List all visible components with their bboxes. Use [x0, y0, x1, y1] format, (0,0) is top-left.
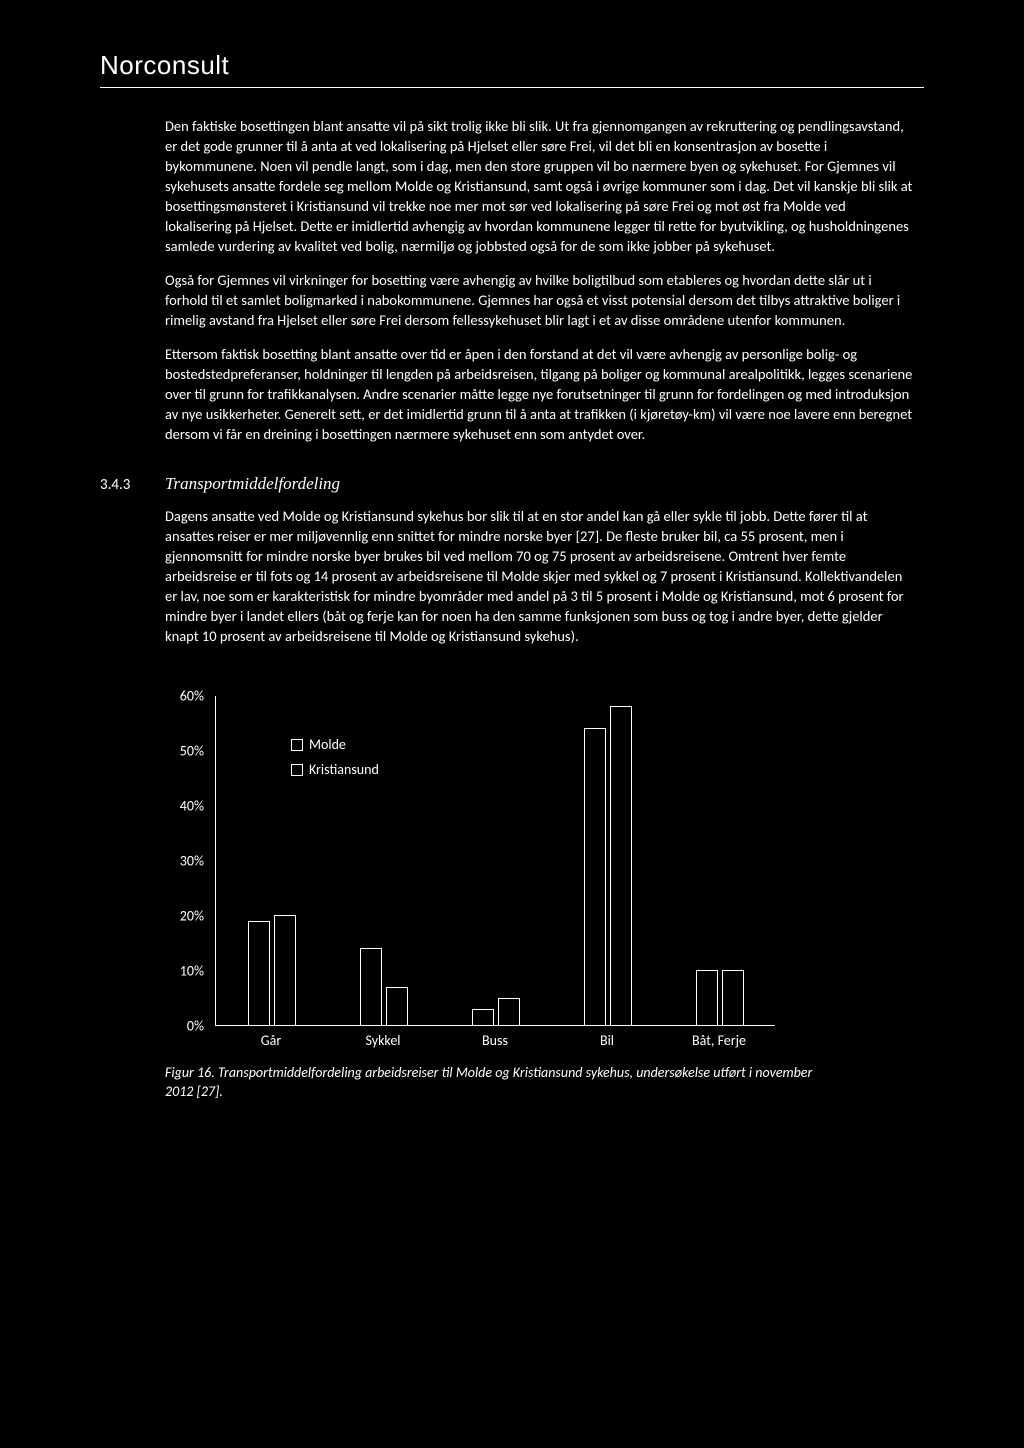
transport-mode-chart: 0%10%20%30%40%50%60%MoldeKristiansundGår…: [165, 696, 815, 1102]
figure-caption: Figur 16. Transportmiddelfordeling arbei…: [165, 1064, 815, 1102]
paragraph: Dagens ansatte ved Molde og Kristiansund…: [165, 506, 914, 646]
bar: [498, 998, 520, 1026]
plot-area: MoldeKristiansund: [215, 696, 775, 1026]
section-title: Transportmiddelfordeling: [165, 474, 340, 494]
y-tick-label: 50%: [180, 743, 204, 760]
bar: [610, 706, 632, 1025]
paragraph: Ettersom faktisk bosetting blant ansatte…: [165, 344, 914, 444]
legend-item: Molde: [291, 732, 379, 757]
bar: [722, 970, 744, 1025]
bar-group: [472, 998, 520, 1026]
y-tick-label: 0%: [187, 1018, 204, 1035]
legend: MoldeKristiansund: [291, 732, 379, 782]
bar-group: [584, 706, 632, 1025]
y-tick-label: 40%: [180, 798, 204, 815]
legend-swatch-icon: [291, 739, 303, 751]
bar: [584, 728, 606, 1025]
section-body: Dagens ansatte ved Molde og Kristiansund…: [165, 506, 914, 646]
section-number: 3.4.3: [100, 476, 165, 494]
legend-label: Kristiansund: [309, 757, 379, 782]
x-tick-label: Går: [261, 1032, 281, 1049]
section-heading: 3.4.3 Transportmiddelfordeling: [100, 474, 924, 494]
bar-group: [248, 915, 296, 1025]
y-tick-label: 30%: [180, 853, 204, 870]
x-tick-label: Buss: [482, 1032, 508, 1049]
legend-label: Molde: [309, 732, 346, 757]
bar-group: [360, 948, 408, 1025]
y-axis: 0%10%20%30%40%50%60%: [165, 696, 210, 1026]
y-tick-label: 20%: [180, 908, 204, 925]
x-tick-label: Båt, Ferje: [692, 1032, 746, 1049]
brand-logo: Norconsult: [100, 50, 924, 88]
bar: [360, 948, 382, 1025]
bar: [472, 1009, 494, 1026]
bar-group: [696, 970, 744, 1025]
y-tick-label: 60%: [180, 688, 204, 705]
bar: [248, 921, 270, 1026]
paragraph: Også for Gjemnes vil virkninger for bose…: [165, 270, 914, 330]
bar: [696, 970, 718, 1025]
legend-item: Kristiansund: [291, 757, 379, 782]
x-tick-label: Bil: [600, 1032, 614, 1049]
bar: [386, 987, 408, 1026]
x-tick-label: Sykkel: [365, 1032, 400, 1049]
bar: [274, 915, 296, 1025]
y-tick-label: 10%: [180, 963, 204, 980]
legend-swatch-icon: [291, 764, 303, 776]
body-text: Den faktiske bosettingen blant ansatte v…: [165, 116, 914, 444]
paragraph: Den faktiske bosettingen blant ansatte v…: [165, 116, 914, 256]
